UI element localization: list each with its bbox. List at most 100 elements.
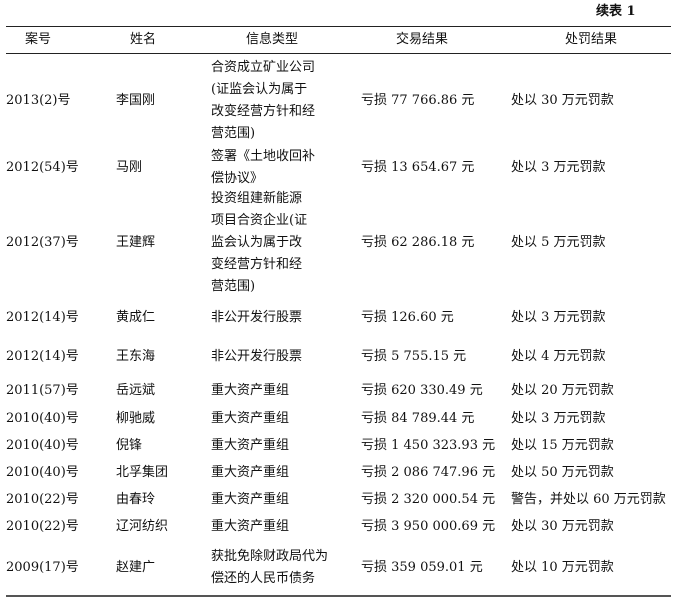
info-line: 偿还的人民币债务 <box>211 571 316 586</box>
header-info-type: 信息类型 <box>246 32 299 47</box>
top-rule <box>6 26 671 27</box>
table-caption: 续表 1 <box>596 4 636 19</box>
cell-result: 亏损 62 286.18 元 <box>361 235 475 250</box>
header-trade-result: 交易结果 <box>396 32 449 47</box>
info-line: 签署《土地收回补 <box>211 149 316 164</box>
cell-name: 北孚集团 <box>116 465 169 480</box>
header-penalty: 处罚结果 <box>565 32 618 47</box>
cell-info-type: 重大资产重组 <box>211 462 289 484</box>
cell-name: 王东海 <box>116 349 156 364</box>
cell-penalty: 处以 50 万元罚款 <box>511 465 614 480</box>
info-line: 重大资产重组 <box>211 492 290 507</box>
cell-result: 亏损 1 450 323.93 元 <box>361 438 496 453</box>
info-line: 重大资产重组 <box>211 383 290 398</box>
cell-penalty: 处以 20 万元罚款 <box>511 383 614 398</box>
cell-penalty: 警告，并处以 60 万元罚款 <box>511 492 666 507</box>
cell-name: 岳远斌 <box>116 383 156 398</box>
cell-name: 赵建广 <box>116 560 156 575</box>
info-line: 营范围) <box>211 126 256 141</box>
cell-case: 2010(40)号 <box>6 411 79 426</box>
cell-case: 2011(57)号 <box>6 383 79 398</box>
cell-name: 辽河纺织 <box>116 519 169 534</box>
cell-name: 马刚 <box>116 160 143 175</box>
cell-case: 2010(22)号 <box>6 492 79 507</box>
header-rule <box>6 53 671 54</box>
table-row: 2010(22)号 辽河纺织 亏损 3 950 000.69 元处以 30 万元罚款… <box>0 516 677 538</box>
cell-result: 亏损 126.60 元 <box>361 310 454 325</box>
cell-case: 2010(40)号 <box>6 438 79 453</box>
cell-result: 亏损 13 654.67 元 <box>361 160 475 175</box>
cell-name: 倪锋 <box>116 438 143 453</box>
table-row: 2010(40)号 柳驰威 亏损 84 789.44 元 处以 3 万元罚款 重大资产重… <box>0 408 677 430</box>
info-line: 获批免除财政局代为 <box>211 549 329 564</box>
header-case: 案号 <box>25 32 52 47</box>
info-line: 非公开发行股票 <box>211 310 303 325</box>
info-line: (证监会认为属于 <box>211 82 308 97</box>
cell-result: 亏损 3 950 000.69 元 <box>361 519 496 534</box>
table-row: 2012(14)号 黄成仁 亏损 126.60 元 处以 3 万元罚款 非公开发行股票 <box>0 307 677 329</box>
cell-name: 由春玲 <box>116 492 156 507</box>
cell-penalty: 处以 3 万元罚款 <box>511 310 606 325</box>
cell-case: 2012(37)号 <box>6 235 79 250</box>
cell-info-type: 获批免除财政局代为 偿还的人民币债务 <box>211 546 328 590</box>
cell-name: 黄成仁 <box>116 310 156 325</box>
bottom-rule <box>6 595 671 597</box>
cell-info-type: 签署《土地收回补 偿协议》 <box>211 146 315 190</box>
info-line: 非公开发行股票 <box>211 349 303 364</box>
cell-info-type: 重大资产重组 <box>211 516 289 538</box>
table-row: 2010(22)号 由春玲 亏损 2 320 000.54 元警告，并处以 60 万… <box>0 489 677 511</box>
cell-result: 亏损 2 086 747.96 元 <box>361 465 496 480</box>
info-line: 重大资产重组 <box>211 438 290 453</box>
cell-penalty: 处以 30 万元罚款 <box>511 93 614 108</box>
cell-case: 2009(17)号 <box>6 560 79 575</box>
cell-name: 王建辉 <box>116 235 156 250</box>
cell-name: 柳驰威 <box>116 411 156 426</box>
cell-info-type: 投资组建新能源 项目合资企业(证 监会认为属于改 变经营方针和经 营范围) <box>211 188 307 298</box>
cell-info-type: 非公开发行股票 <box>211 346 302 368</box>
info-line: 改变经营方针和经 <box>211 104 316 119</box>
cell-name: 李国刚 <box>116 93 156 108</box>
cell-result: 亏损 2 320 000.54 元 <box>361 492 496 507</box>
info-line: 监会认为属于改 <box>211 235 303 250</box>
cell-info-type: 重大资产重组 <box>211 408 289 430</box>
cell-case: 2012(54)号 <box>6 160 79 175</box>
info-line: 偿协议》 <box>211 171 264 186</box>
table-row: 2012(37)号 王建辉 亏损 62 286.18 元 处以 5 万元罚款 投资组建新… <box>0 188 677 298</box>
cell-result: 亏损 5 755.15 元 <box>361 349 467 364</box>
info-line: 重大资产重组 <box>211 465 290 480</box>
cell-info-type: 合资成立矿业公司 (证监会认为属于 改变经营方针和经 营范围) <box>211 57 315 145</box>
info-line: 投资组建新能源 <box>211 191 303 206</box>
table-row: 2011(57)号 岳远斌 亏损 620 330.49 元 处以 20 万元罚款 重大资… <box>0 380 677 402</box>
info-line: 变经营方针和经 <box>211 257 303 272</box>
cell-info-type: 重大资产重组 <box>211 435 289 457</box>
cell-penalty: 处以 3 万元罚款 <box>511 411 606 426</box>
cell-penalty: 处以 3 万元罚款 <box>511 160 606 175</box>
table-row: 2010(40)号 倪锋 亏损 1 450 323.93 元处以 15 万元罚款 重大… <box>0 435 677 457</box>
table-row: 2012(14)号 王东海 亏损 5 755.15 元 处以 4 万元罚款 非公开发行股… <box>0 346 677 368</box>
cell-result: 亏损 77 766.86 元 <box>361 93 475 108</box>
table-row: 2012(54)号 马刚 亏损 13 654.67 元 处以 3 万元罚款 签署《土地收… <box>0 146 677 190</box>
cell-case: 2013(2)号 <box>6 93 71 108</box>
info-line: 重大资产重组 <box>211 411 290 426</box>
cell-penalty: 处以 5 万元罚款 <box>511 235 606 250</box>
info-line: 重大资产重组 <box>211 519 290 534</box>
cell-info-type: 非公开发行股票 <box>211 307 302 329</box>
cell-penalty: 处以 10 万元罚款 <box>511 560 614 575</box>
table-row: 2009(17)号 赵建广 亏损 359 059.01 元 处以 10 万元罚款 获批免… <box>0 546 677 590</box>
cell-case: 2010(40)号 <box>6 465 79 480</box>
cell-result: 亏损 620 330.49 元 <box>361 383 483 398</box>
cell-info-type: 重大资产重组 <box>211 380 289 402</box>
info-line: 营范围) <box>211 279 256 294</box>
cell-case: 2012(14)号 <box>6 349 79 364</box>
cell-info-type: 重大资产重组 <box>211 489 289 511</box>
table-row: 2010(40)号 北孚集团 亏损 2 086 747.96 元处以 50 万元罚款… <box>0 462 677 484</box>
cell-case: 2012(14)号 <box>6 310 79 325</box>
info-line: 合资成立矿业公司 <box>211 60 316 75</box>
cell-case: 2010(22)号 <box>6 519 79 534</box>
header-name: 姓名 <box>130 32 157 47</box>
info-line: 项目合资企业(证 <box>211 213 308 228</box>
cell-penalty: 处以 4 万元罚款 <box>511 349 606 364</box>
cell-penalty: 处以 15 万元罚款 <box>511 438 614 453</box>
cell-result: 亏损 84 789.44 元 <box>361 411 475 426</box>
cell-penalty: 处以 30 万元罚款 <box>511 519 614 534</box>
